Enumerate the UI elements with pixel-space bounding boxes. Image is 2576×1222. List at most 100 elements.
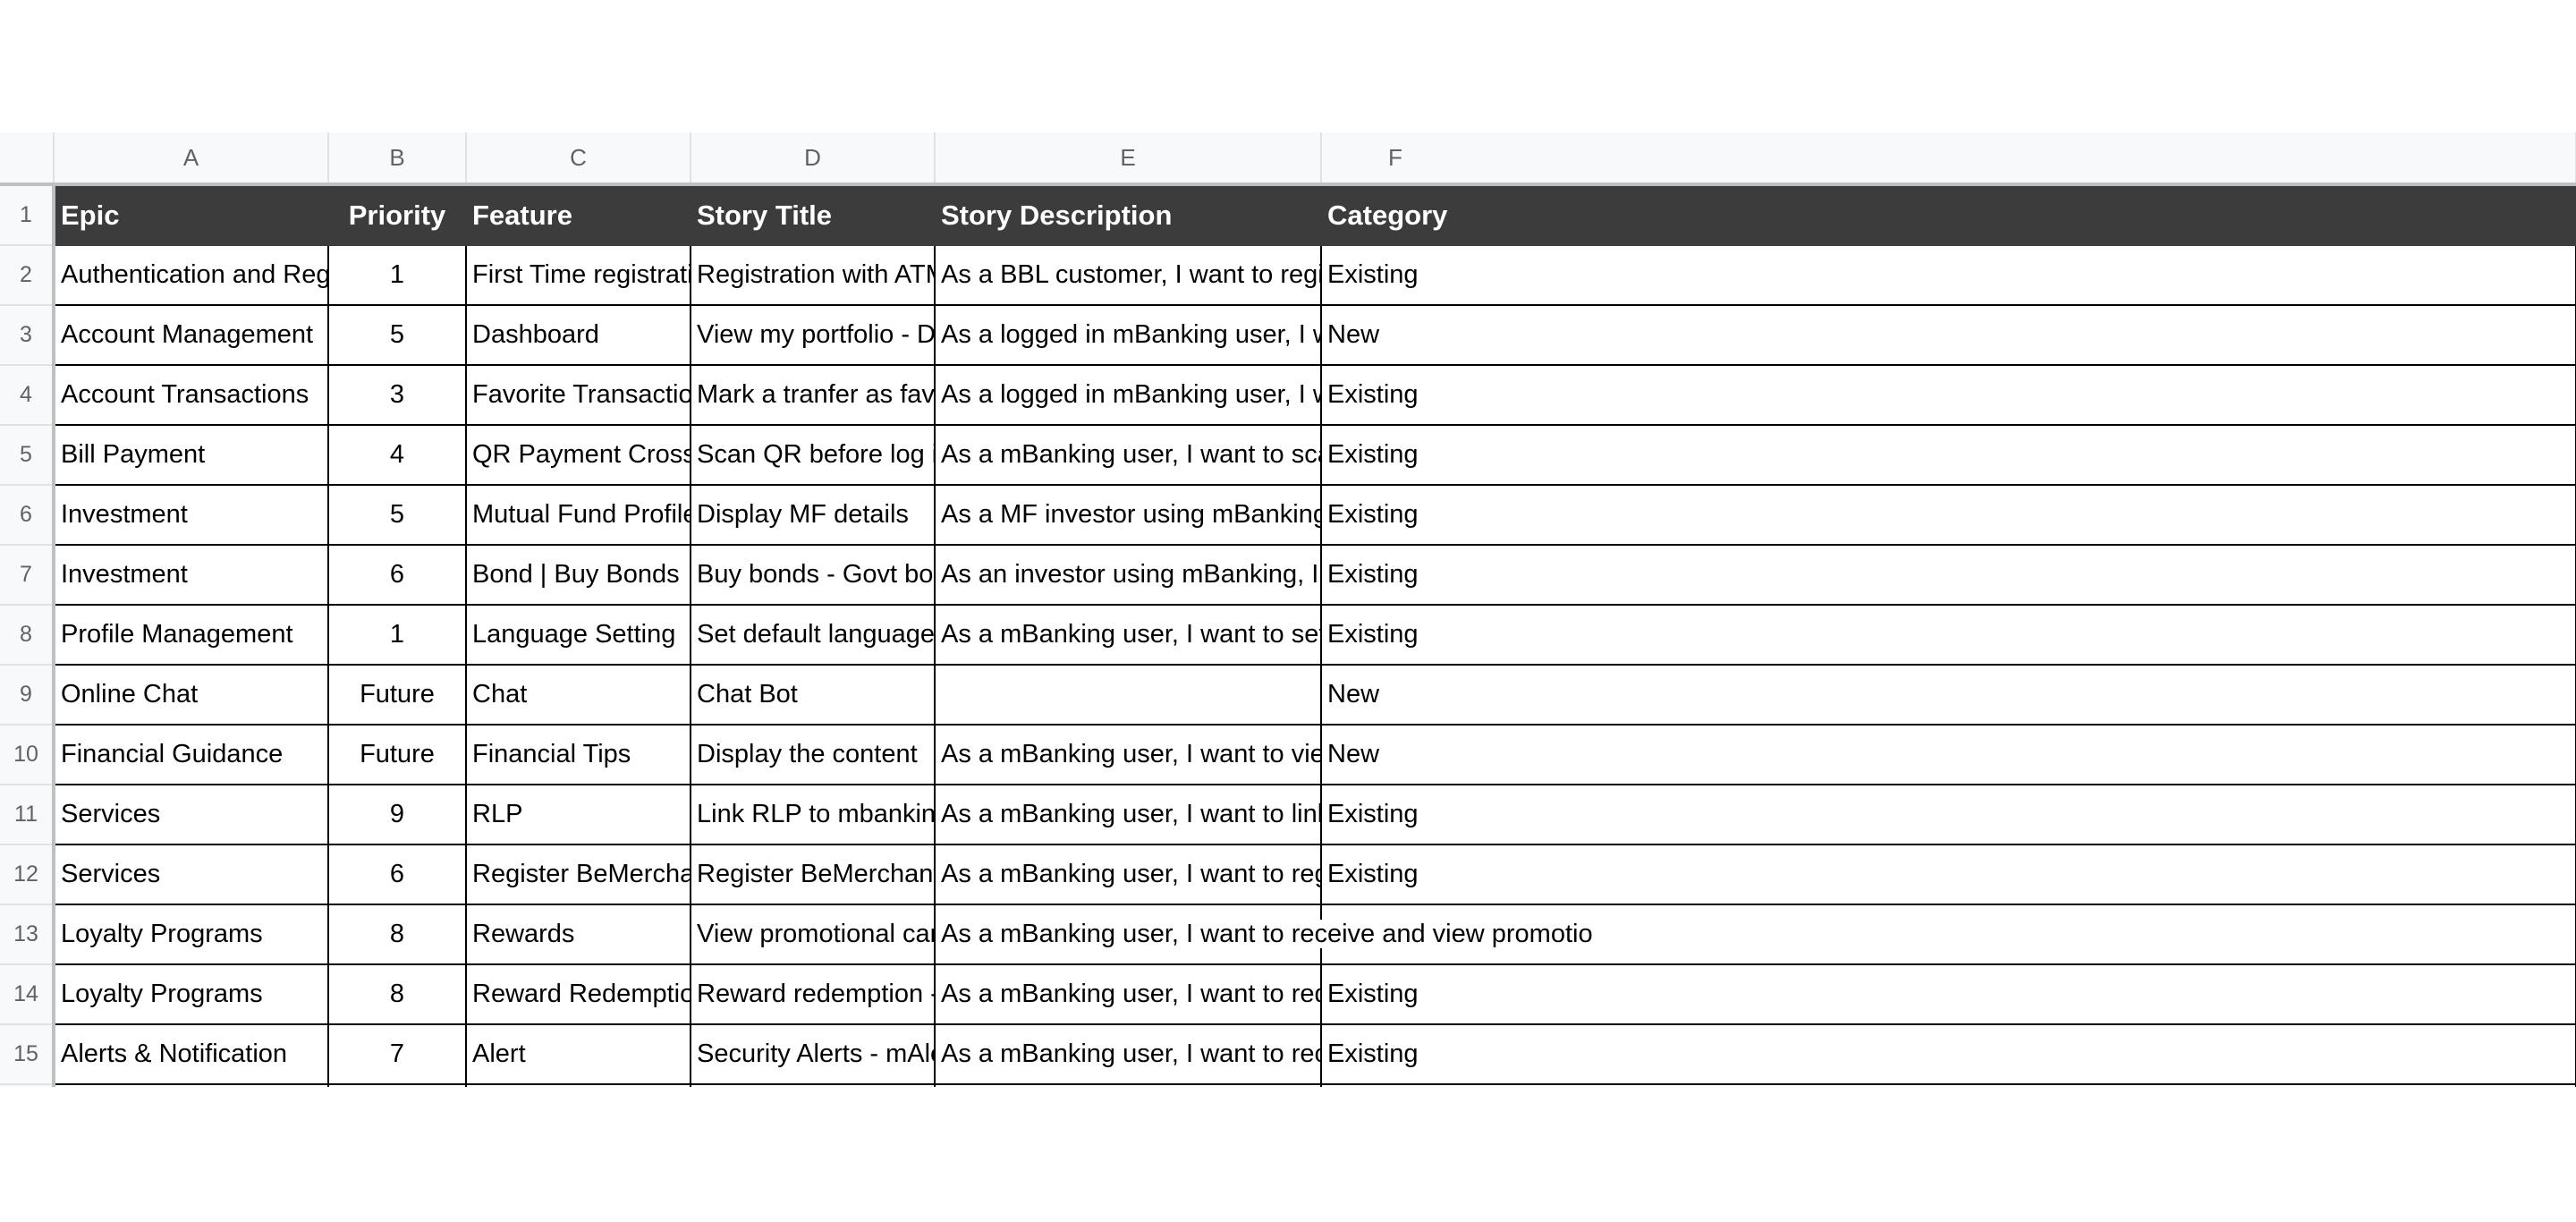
row-number-1[interactable]: 1: [0, 184, 55, 246]
cell-story-description[interactable]: As a mBanking user, I want to receive an…: [934, 904, 1597, 965]
row-number-14[interactable]: 14: [0, 964, 55, 1025]
cell-feature[interactable]: Favorite Transaction - FT: [465, 364, 691, 426]
cell-category[interactable]: Existing: [1320, 364, 2576, 426]
cell-story-description[interactable]: As a mBanking user, I want to view some …: [934, 724, 1322, 785]
cell-category[interactable]: New: [1320, 304, 2576, 366]
row-number-4[interactable]: 4: [0, 365, 55, 426]
column-header-d[interactable]: D: [691, 132, 936, 186]
cell-category[interactable]: Existing: [1320, 963, 2576, 1025]
cell-story-description[interactable]: As a mBanking user, I want to scan the Q…: [934, 424, 1322, 486]
cell-story-title[interactable]: Chat Bot: [690, 664, 936, 726]
cell-epic[interactable]: Services: [53, 844, 329, 905]
column-header-f[interactable]: F: [1321, 132, 2576, 186]
cell-story-description[interactable]: As a logged in mBanking user, I want to …: [934, 364, 1322, 426]
cell-priority[interactable]: 4: [327, 424, 467, 486]
cell-category[interactable]: Existing: [1320, 784, 2576, 845]
cell-priority[interactable]: 1: [327, 604, 467, 666]
row-number-7[interactable]: 7: [0, 545, 55, 606]
cell-feature[interactable]: Reward Redemption: [465, 963, 691, 1025]
cell-epic[interactable]: Account Transactions: [53, 364, 329, 426]
cell-category[interactable]: New: [1320, 664, 2576, 726]
cell-category[interactable]: [1320, 904, 2576, 965]
cell-epic[interactable]: Profile Management: [53, 604, 329, 666]
cell-story-description[interactable]: As a mBanking user, I want to link RLP t…: [934, 784, 1322, 845]
row-number-9[interactable]: 9: [0, 665, 55, 726]
cell-story-title[interactable]: View promotional campaigns: [690, 904, 936, 965]
cell-feature[interactable]: Alert: [465, 1023, 691, 1085]
cell-epic[interactable]: Investment: [53, 544, 329, 606]
cell-feature[interactable]: RLP: [465, 784, 691, 845]
row-number-15[interactable]: 15: [0, 1024, 55, 1085]
spreadsheet-grid[interactable]: A B C D E F 1 Epic Priority Feature Stor…: [0, 132, 2576, 1145]
cell-story-title[interactable]: Display MF details: [690, 484, 936, 546]
table-row[interactable]: 14 Loyalty Programs 8 Reward Redemption Rewa…: [0, 963, 2576, 1025]
cell-epic[interactable]: Alerts & Notification: [53, 1023, 329, 1085]
header-cell-story-description[interactable]: Story Description: [934, 183, 1322, 246]
row-number-12[interactable]: 12: [0, 844, 55, 905]
cell-story-description[interactable]: As an investor using mBanking, I want to…: [934, 544, 1322, 606]
cell-priority[interactable]: Future: [327, 724, 467, 785]
table-row[interactable]: 13 Loyalty Programs 8 Rewards View promotion…: [0, 904, 2576, 965]
column-header-b[interactable]: B: [328, 132, 467, 186]
cell-feature[interactable]: QR Payment Cross border: [465, 424, 691, 486]
cell-feature[interactable]: Dashboard: [465, 304, 691, 366]
cell-epic[interactable]: Financial Guidance: [53, 724, 329, 785]
cell-feature[interactable]: Language Setting: [465, 604, 691, 666]
cell-priority[interactable]: 5: [327, 484, 467, 546]
cell-story-description[interactable]: As a mBanking user, I want to redeem my …: [934, 963, 1322, 1025]
cell-category[interactable]: Existing: [1320, 544, 2576, 606]
cell-priority[interactable]: 8: [327, 904, 467, 965]
cell-epic[interactable]: Loyalty Programs: [53, 963, 329, 1025]
cell-priority[interactable]: 8: [327, 963, 467, 1025]
cell-epic[interactable]: Account Management: [53, 304, 329, 366]
row-number-2[interactable]: 2: [0, 245, 55, 306]
cell-epic[interactable]: Investment: [53, 484, 329, 546]
row-number-11[interactable]: 11: [0, 785, 55, 845]
row-number-6[interactable]: 6: [0, 485, 55, 546]
row-number-3[interactable]: 3: [0, 305, 55, 366]
cell-feature[interactable]: Rewards: [465, 904, 691, 965]
cell-story-title[interactable]: Register BeMerchant using m: [690, 844, 936, 905]
cell-feature[interactable]: Chat: [465, 664, 691, 726]
cell-category[interactable]: Existing: [1320, 484, 2576, 546]
cell-category[interactable]: New: [1320, 724, 2576, 785]
table-row[interactable]: 15 Alerts & Notification 7 Alert Security Al…: [0, 1023, 2576, 1085]
cell-story-title[interactable]: Link RLP to mbanking (Mobile: [690, 784, 936, 845]
cell-feature[interactable]: Financial Tips: [465, 724, 691, 785]
cell-category[interactable]: Existing: [1320, 1023, 2576, 1085]
row-number-8[interactable]: 8: [0, 605, 55, 666]
column-header-a[interactable]: A: [54, 132, 329, 186]
cell-story-title[interactable]: Display the content: [690, 724, 936, 785]
table-row[interactable]: 10 Financial Guidance Future Financial Tips…: [0, 724, 2576, 785]
column-header-e[interactable]: E: [935, 132, 1322, 186]
table-row[interactable]: 8 Profile Management 1 Language Setting Set …: [0, 604, 2576, 666]
cell-story-title[interactable]: View my portfolio - Deposit, C: [690, 304, 936, 366]
table-row[interactable]: 6 Investment 5 Mutual Fund Profile Display M…: [0, 484, 2576, 546]
cell-feature[interactable]: Bond | Buy Bonds: [465, 544, 691, 606]
header-cell-category[interactable]: Category: [1320, 183, 2576, 246]
cell-priority[interactable]: 7: [327, 1023, 467, 1085]
header-cell-epic[interactable]: Epic: [53, 183, 329, 246]
table-row[interactable]: 4 Account Transactions 3 Favorite Transacti…: [0, 364, 2576, 426]
select-all-corner[interactable]: [0, 132, 55, 186]
cell-story-description[interactable]: As a mBanking user, I want to set a defa…: [934, 604, 1322, 666]
cell-priority[interactable]: 3: [327, 364, 467, 426]
column-header-c[interactable]: C: [466, 132, 691, 186]
cell-story-title[interactable]: Buy bonds - Govt bonds: [690, 544, 936, 606]
cell-category[interactable]: Existing: [1320, 844, 2576, 905]
cell-category[interactable]: Existing: [1320, 604, 2576, 666]
row-number-13[interactable]: 13: [0, 904, 55, 965]
cell-epic[interactable]: Online Chat: [53, 664, 329, 726]
cell-epic[interactable]: Services: [53, 784, 329, 845]
cell-story-title[interactable]: Security Alerts - mAlert: [690, 1023, 936, 1085]
cell-story-description[interactable]: As a BBL customer, I want to register to…: [934, 244, 1322, 306]
table-row[interactable]: 9 Online Chat Future Chat Chat Bot New: [0, 664, 2576, 726]
cell-priority[interactable]: 6: [327, 544, 467, 606]
cell-category[interactable]: Existing: [1320, 424, 2576, 486]
cell-feature[interactable]: Register BeMerchant: [465, 844, 691, 905]
cell-priority[interactable]: 1: [327, 244, 467, 306]
